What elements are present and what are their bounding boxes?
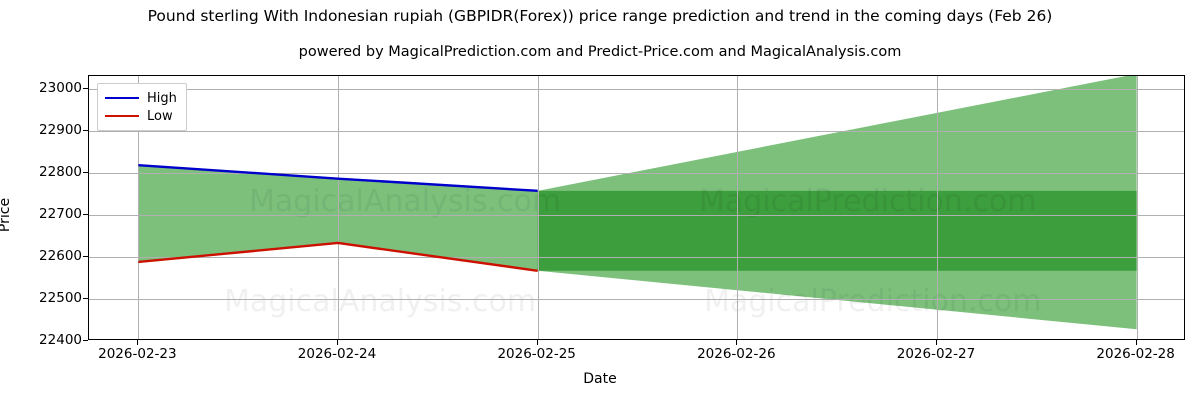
gridline-horizontal	[89, 89, 1184, 90]
x-tick-label: 2026-02-24	[297, 346, 377, 362]
y-tick-mark	[83, 129, 88, 131]
x-tick-label: 2026-02-23	[98, 346, 177, 362]
y-tick-label: 22900	[39, 121, 82, 138]
legend-item-low: Low	[105, 107, 177, 125]
gridline-vertical	[937, 76, 938, 339]
chart-legend: High Low	[97, 83, 187, 131]
legend-swatch-low	[105, 115, 139, 117]
gridline-vertical	[538, 76, 539, 339]
y-tick-label: 22500	[39, 289, 82, 306]
y-tick-label: 22600	[39, 247, 82, 264]
series-line-low	[138, 241, 538, 272]
series-line-high	[138, 163, 538, 193]
gridline-vertical	[737, 76, 738, 339]
gridline-horizontal	[89, 299, 1184, 300]
band-polygons	[138, 76, 1137, 330]
legend-item-high: High	[105, 89, 177, 107]
x-tick-label: 2026-02-25	[497, 346, 576, 362]
gridline-vertical	[138, 76, 139, 339]
x-axis-label: Date	[583, 371, 617, 387]
y-tick-mark	[83, 297, 88, 299]
plot-area: MagicalAnalysis.comMagicalPrediction.com…	[88, 75, 1185, 340]
y-tick-mark	[83, 171, 88, 173]
gridline-vertical	[338, 76, 339, 339]
gridline-horizontal	[89, 131, 1184, 132]
y-tick-mark	[83, 87, 88, 89]
x-tick-label: 2026-02-28	[1096, 346, 1175, 362]
gridline-horizontal	[89, 215, 1184, 216]
legend-label: Low	[147, 108, 173, 124]
x-tick-mark	[1135, 340, 1137, 345]
y-tick-mark	[83, 255, 88, 257]
legend-label: High	[147, 90, 177, 106]
y-tick-mark	[83, 340, 88, 341]
chart-subtitle: powered by MagicalPrediction.com and Pre…	[298, 44, 902, 60]
x-tick-mark	[137, 340, 139, 345]
gridline-horizontal	[89, 173, 1184, 174]
forecast-cone-inner	[537, 190, 1137, 271]
x-tick-mark	[736, 340, 738, 345]
x-tick-mark	[536, 340, 538, 345]
y-tick-label: 22800	[39, 163, 82, 180]
x-tick-label: 2026-02-26	[697, 346, 776, 362]
y-axis-ticks: 22400 22500 22600 22700 22800 22900 23000	[0, 75, 82, 348]
x-tick-mark	[337, 340, 339, 345]
y-tick-mark	[83, 213, 88, 215]
y-tick-label: 23000	[39, 79, 82, 96]
y-tick-label: 22400	[39, 332, 82, 348]
gridline-vertical	[1137, 76, 1138, 339]
y-tick-label: 22700	[39, 205, 82, 222]
gridline-horizontal	[89, 257, 1184, 258]
legend-swatch-high	[105, 97, 139, 99]
y-axis-label: Price	[0, 197, 14, 233]
x-tick-label: 2026-02-27	[896, 346, 976, 362]
series-lines-layer	[138, 163, 538, 272]
chart-title: Pound sterling With Indonesian rupiah (G…	[147, 7, 1053, 25]
x-tick-mark	[935, 340, 937, 345]
